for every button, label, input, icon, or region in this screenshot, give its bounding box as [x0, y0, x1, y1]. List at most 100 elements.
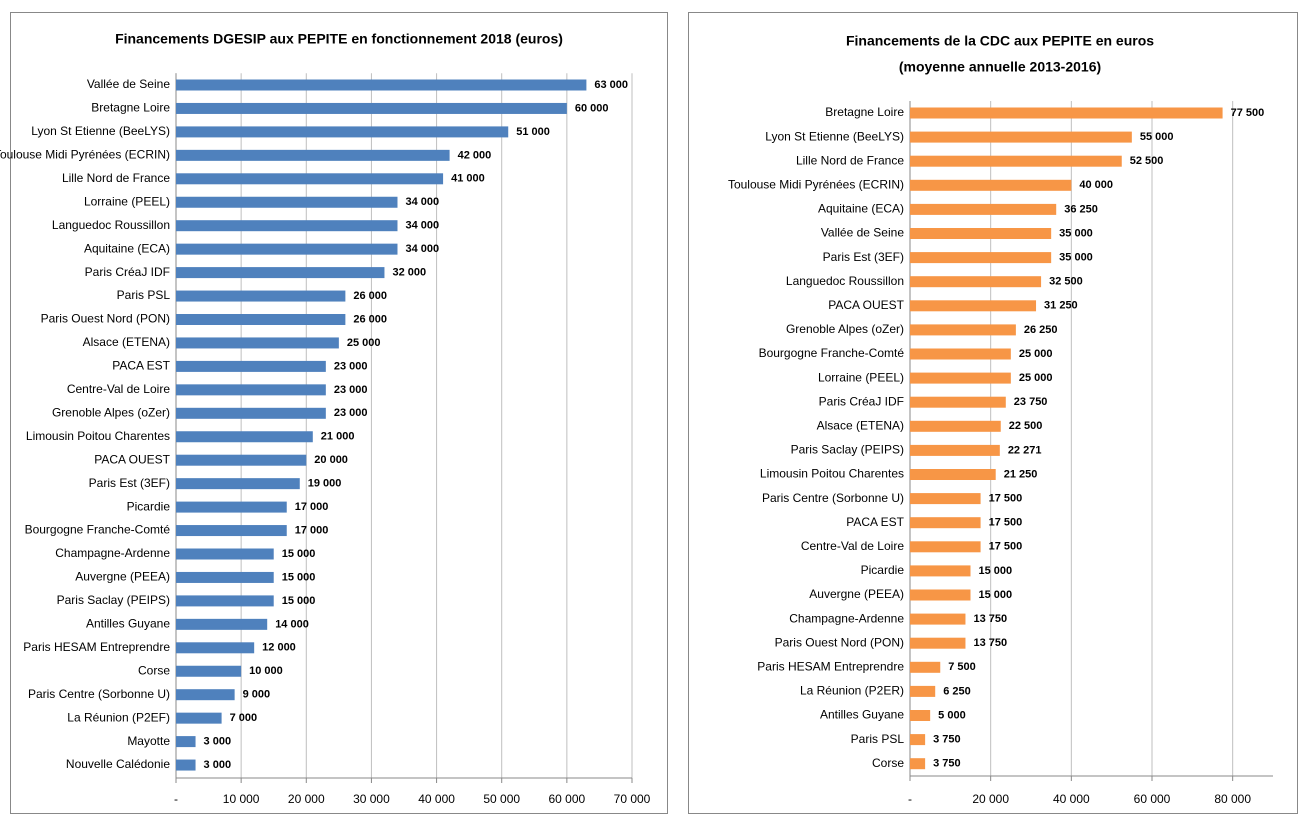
bar — [176, 267, 385, 279]
value-label: 17 000 — [295, 524, 329, 536]
y-tick-label: Grenoble Alpes (oZer) — [52, 405, 170, 419]
y-tick-label: Grenoble Alpes (oZer) — [786, 322, 904, 336]
value-label: 22 500 — [1009, 420, 1043, 432]
y-tick-label: Toulouse Midi Pyrénées (ECRIN) — [728, 177, 904, 191]
value-label: 26 000 — [353, 313, 387, 325]
y-tick-label: Lyon St Etienne (BeeLYS) — [31, 124, 170, 138]
y-tick-label: Lorraine (PEEL) — [818, 370, 904, 384]
value-label: 52 500 — [1130, 155, 1164, 167]
bar — [176, 196, 398, 208]
bar — [176, 220, 398, 232]
x-tick-label: 20 000 — [972, 792, 1009, 806]
value-label: 15 000 — [282, 571, 316, 583]
y-tick-label: Alsace (ETENA) — [817, 418, 904, 432]
bar — [910, 734, 926, 746]
bar — [910, 637, 966, 649]
y-tick-label: Picardie — [861, 563, 905, 577]
y-tick-label: Nouvelle Calédonie — [66, 757, 170, 771]
bar — [176, 126, 509, 138]
bar — [176, 759, 196, 771]
bar — [176, 665, 242, 677]
y-tick-label: Lille Nord de France — [62, 171, 170, 185]
value-label: 17 000 — [295, 501, 329, 513]
x-tick-label: - — [908, 792, 912, 806]
bar — [910, 203, 1057, 215]
value-label: 23 000 — [334, 407, 368, 419]
x-tick-label: 30 000 — [353, 792, 390, 806]
value-label: 17 500 — [989, 517, 1023, 529]
value-label: 26 250 — [1024, 324, 1058, 336]
value-label: 5 000 — [938, 709, 966, 721]
value-label: 13 750 — [973, 637, 1007, 649]
bar — [176, 712, 222, 724]
value-label: 15 000 — [282, 548, 316, 560]
y-tick-label: Picardie — [127, 499, 171, 513]
bar — [176, 243, 398, 255]
bar — [910, 420, 1001, 432]
bar — [176, 102, 567, 114]
y-tick-label: Mayotte — [127, 734, 170, 748]
x-tick-label: 50 000 — [483, 792, 520, 806]
x-tick-label: 40 000 — [418, 792, 455, 806]
bar — [176, 431, 313, 443]
x-tick-label: 60 000 — [1134, 792, 1171, 806]
bar — [910, 396, 1006, 408]
value-label: 42 000 — [458, 149, 492, 161]
value-label: 36 250 — [1064, 203, 1098, 215]
bar — [910, 179, 1072, 191]
value-label: 7 000 — [230, 712, 258, 724]
bar — [176, 337, 339, 349]
bar — [910, 469, 996, 480]
y-tick-label: Centre-Val de Loire — [801, 539, 904, 553]
bar — [176, 173, 444, 185]
value-label: 34 000 — [405, 243, 439, 255]
y-tick-label: Paris Ouest Nord (PON) — [775, 635, 904, 649]
value-label: 3 000 — [204, 759, 232, 771]
bar — [910, 276, 1042, 288]
bar — [910, 444, 1000, 456]
y-tick-label: Paris Est (3EF) — [89, 476, 170, 490]
bar — [176, 407, 326, 419]
value-label: 32 500 — [1049, 276, 1083, 288]
bar — [910, 131, 1132, 143]
y-tick-label: Bretagne Loire — [825, 105, 904, 119]
y-tick-label: Paris Saclay (PEIPS) — [791, 443, 904, 457]
chart-subtitle: (moyenne annuelle 2013-2016) — [899, 59, 1101, 75]
y-tick-label: PACA OUEST — [94, 452, 170, 466]
y-tick-label: Paris Ouest Nord (PON) — [41, 312, 170, 326]
y-tick-label: Alsace (ETENA) — [83, 335, 170, 349]
bar — [910, 710, 931, 721]
bar — [910, 613, 966, 625]
y-tick-label: Paris Est (3EF) — [823, 250, 904, 264]
bar — [910, 565, 971, 577]
value-label: 15 000 — [979, 589, 1013, 601]
value-label: 77 500 — [1231, 107, 1265, 119]
y-tick-label: Bourgogne Franche-Comté — [759, 346, 905, 360]
bar — [910, 324, 1016, 336]
bar — [176, 360, 326, 372]
value-label: 26 000 — [353, 290, 387, 302]
bar — [910, 517, 981, 529]
y-tick-label: Vallée de Seine — [87, 77, 171, 91]
y-tick-label: Corse — [138, 663, 170, 677]
bar — [910, 541, 981, 553]
y-tick-label: Bourgogne Franche-Comté — [25, 523, 171, 537]
bar — [176, 618, 268, 630]
value-label: 35 000 — [1059, 227, 1093, 239]
value-label: 41 000 — [451, 173, 485, 185]
y-tick-label: Auvergne (PEEA) — [75, 570, 170, 584]
value-label: 23 000 — [334, 360, 368, 372]
bar — [176, 290, 346, 302]
value-label: 7 500 — [948, 661, 976, 673]
x-tick-label: 10 000 — [223, 792, 260, 806]
y-tick-label: Corse — [872, 756, 904, 770]
value-label: 63 000 — [594, 79, 628, 91]
bar — [176, 384, 326, 396]
bar — [910, 300, 1037, 312]
bar — [176, 454, 307, 466]
x-tick-label: 70 000 — [614, 792, 651, 806]
y-tick-label: PACA EST — [846, 515, 904, 529]
y-tick-label: Paris Centre (Sorbonne U) — [28, 687, 170, 701]
x-tick-label: 20 000 — [288, 792, 325, 806]
